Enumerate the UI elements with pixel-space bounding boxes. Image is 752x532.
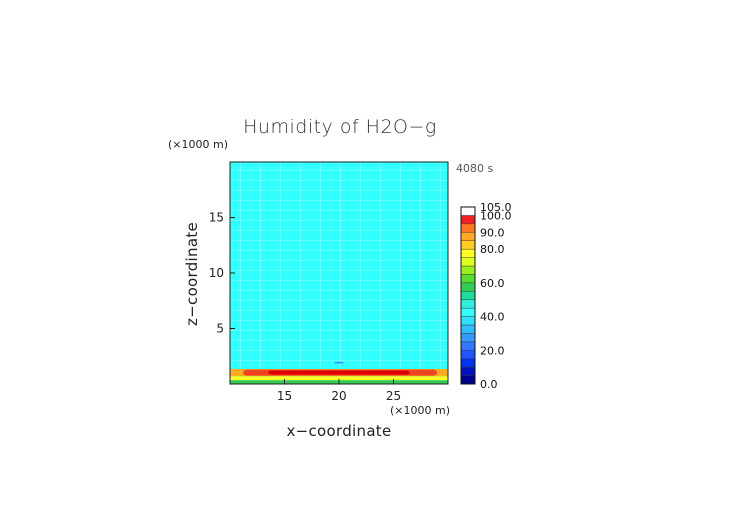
colorbar-swatch (460, 248, 476, 258)
chart-title: Humidity of H2O−g (243, 116, 437, 138)
colorbar-swatch (460, 206, 476, 216)
colorbar-swatch (460, 274, 476, 284)
colorbar-swatch (460, 240, 476, 250)
colorbar-swatch (460, 291, 476, 300)
field-band (334, 361, 344, 364)
field-band (268, 370, 410, 375)
colorbar-swatch (460, 299, 476, 309)
y-tick-label: 5 (216, 322, 224, 336)
timestamp: 4080 s (456, 162, 493, 175)
colorbar-label: 60.0 (480, 277, 505, 290)
colorbar-swatch (460, 307, 476, 317)
y-axis: 5 10 15 (209, 211, 235, 336)
x-tick-label: 20 (331, 389, 346, 403)
colorbar-label: 0.0 (480, 378, 498, 391)
colorbar-swatch (460, 223, 476, 233)
colorbar-swatch (460, 316, 476, 326)
y-axis-label: z−coordinate (183, 222, 201, 326)
plot-grid (230, 162, 448, 384)
field-band (230, 376, 448, 381)
colorbar-swatch (460, 265, 476, 275)
y-tick-label: 10 (209, 266, 224, 280)
colorbar-label: 100.0 (480, 209, 512, 222)
colorbar-swatch (460, 366, 476, 376)
colorbar-swatch (460, 375, 476, 385)
colorbar-swatch (460, 333, 476, 343)
colorbar-label: 80.0 (480, 243, 505, 256)
x-axis: 15 20 25 (277, 379, 401, 403)
colorbar-label: 40.0 (480, 311, 505, 324)
colorbar-swatch (460, 215, 476, 225)
plot-area (229, 161, 449, 385)
colorbar-label: 20.0 (480, 344, 505, 357)
x-axis-label: x−coordinate (286, 422, 391, 440)
colorbar-swatch (460, 282, 476, 292)
colorbar-swatch (460, 358, 476, 368)
y-tick-label: 15 (209, 211, 224, 225)
colorbar-label: 90.0 (480, 226, 505, 239)
colorbar-frame (460, 206, 476, 385)
colorbar-swatch (460, 232, 476, 241)
colorbar-swatch (460, 341, 476, 351)
x-axis-unit: (×1000 m) (390, 404, 450, 417)
y-axis-unit: (×1000 m) (168, 138, 228, 151)
x-tick-label: 15 (277, 389, 292, 403)
colorbar-label: 105.0 (480, 201, 512, 214)
x-tick-label: 25 (386, 389, 401, 403)
colorbar-swatch (460, 350, 476, 359)
colorbar-swatch (460, 324, 476, 334)
colorbar-swatch (460, 257, 476, 267)
